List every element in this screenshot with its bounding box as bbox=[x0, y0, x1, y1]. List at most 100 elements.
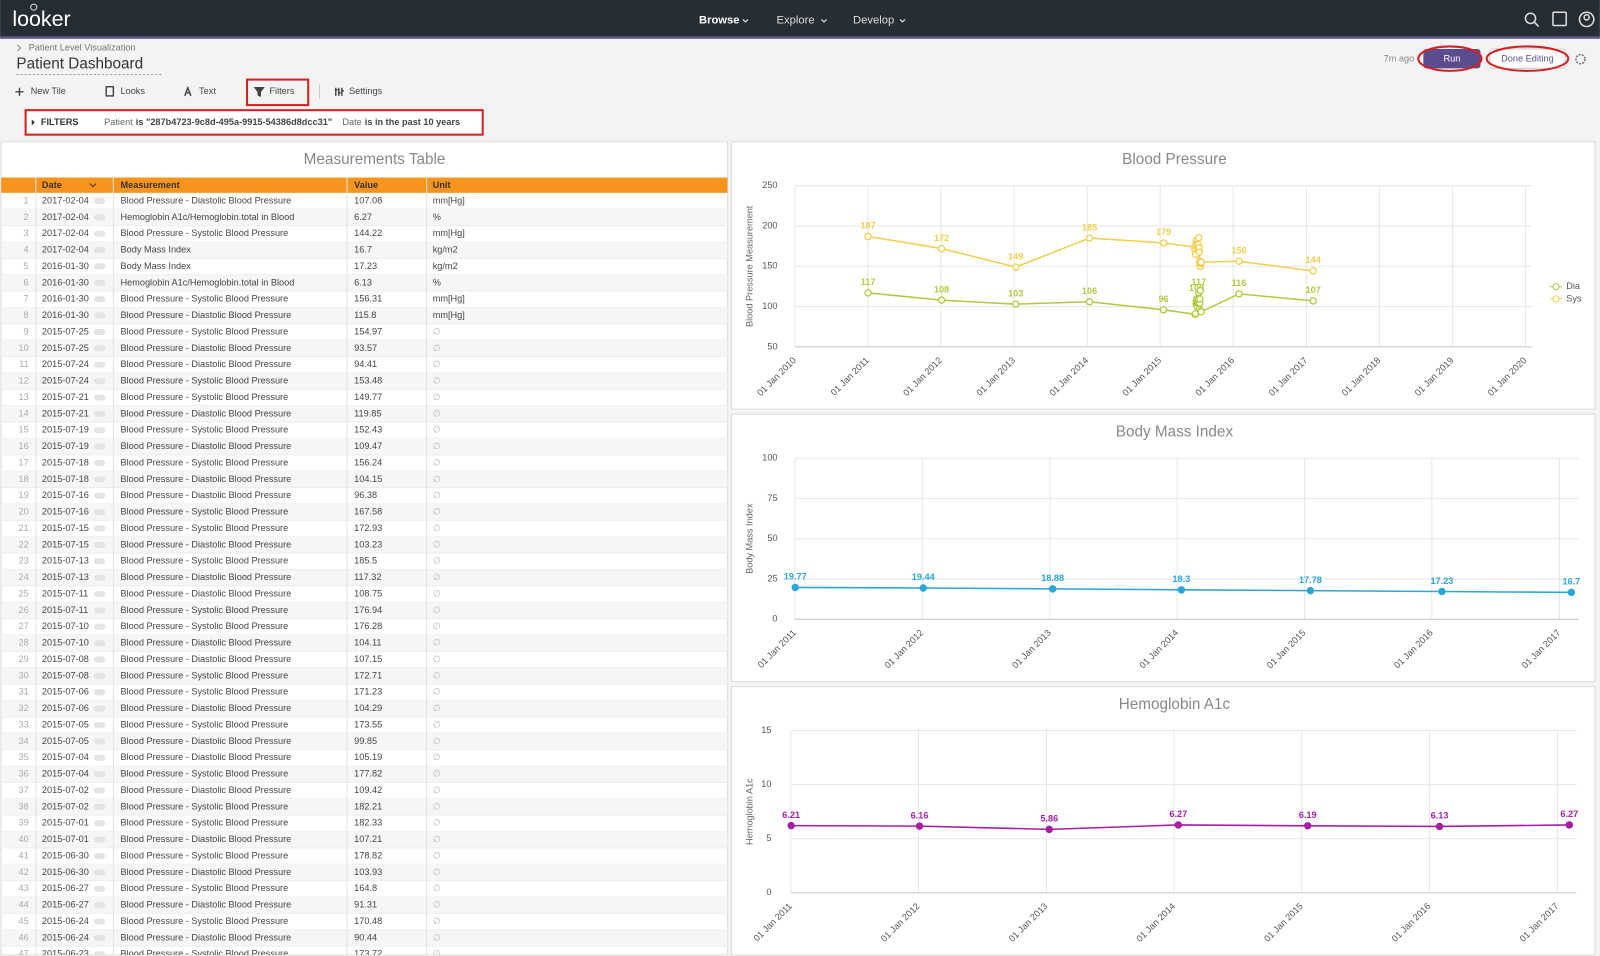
data-point[interactable] bbox=[937, 244, 946, 253]
cell-menu[interactable] bbox=[93, 509, 106, 516]
toolbar-item[interactable]: Filters bbox=[269, 86, 294, 96]
cell-menu[interactable] bbox=[93, 296, 106, 303]
data-point[interactable] bbox=[1174, 821, 1183, 829]
cell-menu[interactable] bbox=[93, 852, 106, 860]
cell-menu[interactable] bbox=[93, 656, 106, 663]
cell-menu[interactable] bbox=[93, 525, 106, 532]
filter-bar[interactable] bbox=[24, 109, 484, 136]
data-point[interactable] bbox=[1085, 298, 1094, 306]
cell-menu[interactable] bbox=[93, 607, 106, 614]
data-point[interactable] bbox=[1159, 239, 1168, 247]
done-label[interactable]: Done Editing bbox=[1501, 54, 1554, 64]
cell-menu[interactable] bbox=[93, 230, 106, 237]
nav-item[interactable]: Explore bbox=[777, 14, 815, 26]
data-point[interactable] bbox=[1159, 306, 1168, 314]
filters-label[interactable]: FILTERS bbox=[41, 117, 79, 127]
data-point[interactable] bbox=[1012, 263, 1020, 271]
column-header[interactable]: Measurement bbox=[120, 180, 179, 190]
cell-menu[interactable] bbox=[93, 263, 106, 270]
cell-menu[interactable] bbox=[93, 902, 106, 909]
data-point[interactable] bbox=[919, 584, 927, 592]
data-point[interactable] bbox=[937, 296, 946, 304]
data-point[interactable] bbox=[1235, 257, 1243, 265]
cell-menu[interactable] bbox=[93, 623, 106, 630]
cell-menu[interactable] bbox=[93, 394, 106, 401]
toolbar-item[interactable]: Looks bbox=[120, 86, 145, 96]
run-button[interactable] bbox=[1423, 48, 1481, 69]
run-label[interactable]: Run bbox=[1444, 54, 1461, 64]
gear-icon[interactable] bbox=[1575, 53, 1586, 65]
data-point[interactable] bbox=[1197, 308, 1205, 316]
cell-menu[interactable] bbox=[93, 640, 106, 647]
cell-menu[interactable] bbox=[93, 197, 106, 205]
cell-menu[interactable] bbox=[93, 705, 106, 712]
cell-menu[interactable] bbox=[93, 459, 106, 467]
data-point[interactable] bbox=[1177, 586, 1186, 594]
cell-menu[interactable] bbox=[93, 820, 106, 827]
legend-label[interactable]: Sys bbox=[1566, 293, 1582, 303]
data-point[interactable] bbox=[1303, 822, 1312, 830]
data-point[interactable] bbox=[1565, 821, 1574, 829]
cell-menu[interactable] bbox=[93, 951, 106, 956]
cell-menu[interactable] bbox=[93, 427, 106, 434]
cell-menu[interactable] bbox=[93, 885, 106, 892]
cell-menu[interactable] bbox=[93, 771, 106, 778]
cell-menu[interactable] bbox=[93, 869, 106, 876]
cell-menu[interactable] bbox=[93, 787, 106, 794]
data-point[interactable] bbox=[1567, 588, 1576, 597]
data-point[interactable] bbox=[1309, 267, 1317, 275]
cell-menu[interactable] bbox=[93, 476, 106, 483]
data-point[interactable] bbox=[1306, 586, 1315, 595]
cell-menu[interactable] bbox=[93, 558, 106, 565]
cell-menu[interactable] bbox=[93, 443, 106, 450]
filter-condition[interactable]: is "287b4723-9c8d-495a-9915-54386d8dcc31… bbox=[136, 117, 332, 127]
column-header[interactable]: Date bbox=[42, 180, 62, 190]
data-point[interactable] bbox=[1045, 825, 1053, 834]
cell-menu[interactable] bbox=[93, 934, 106, 941]
data-point[interactable] bbox=[1235, 290, 1243, 298]
cell-menu[interactable] bbox=[93, 721, 106, 729]
data-point[interactable] bbox=[1195, 233, 1203, 242]
nav-item[interactable]: Develop bbox=[853, 14, 894, 26]
column-header[interactable]: Value bbox=[354, 180, 378, 190]
cell-menu[interactable] bbox=[93, 312, 106, 319]
cell-menu[interactable] bbox=[93, 574, 106, 581]
data-point[interactable] bbox=[915, 822, 924, 830]
filter-field[interactable]: Patient bbox=[104, 117, 133, 127]
filter-field[interactable]: Date bbox=[342, 117, 361, 127]
cell-menu[interactable] bbox=[93, 541, 106, 548]
cell-menu[interactable] bbox=[93, 918, 106, 925]
cell-menu[interactable] bbox=[93, 492, 106, 499]
data-point[interactable] bbox=[1012, 300, 1020, 308]
data-point[interactable] bbox=[1195, 248, 1204, 256]
dashboard-title[interactable]: Patient Dashboard bbox=[16, 55, 143, 72]
cell-menu[interactable] bbox=[93, 738, 106, 745]
cell-menu[interactable] bbox=[93, 328, 106, 336]
data-point[interactable] bbox=[1435, 822, 1444, 831]
legend-label[interactable]: Dia bbox=[1566, 281, 1581, 291]
data-point[interactable] bbox=[1197, 258, 1205, 267]
cell-menu[interactable] bbox=[93, 590, 106, 598]
data-point[interactable] bbox=[1438, 587, 1446, 596]
cell-menu[interactable] bbox=[93, 378, 106, 385]
cell-menu[interactable] bbox=[93, 689, 106, 696]
breadcrumb[interactable]: Patient Level Visualization bbox=[29, 42, 136, 52]
toolbar-item[interactable]: New Tile bbox=[31, 86, 66, 96]
cell-menu[interactable] bbox=[93, 803, 106, 810]
toolbar-item[interactable]: Settings bbox=[349, 86, 383, 96]
cell-menu[interactable] bbox=[93, 672, 106, 679]
cell-menu[interactable] bbox=[93, 279, 106, 286]
data-point[interactable] bbox=[864, 289, 872, 297]
data-point[interactable] bbox=[787, 821, 795, 830]
cell-menu[interactable] bbox=[93, 247, 106, 254]
data-point[interactable] bbox=[1196, 286, 1205, 295]
nav-item[interactable]: Browse bbox=[699, 14, 740, 26]
data-point[interactable] bbox=[864, 232, 872, 241]
data-point[interactable] bbox=[1085, 234, 1094, 242]
data-point[interactable] bbox=[1309, 297, 1317, 305]
data-point[interactable] bbox=[1048, 585, 1057, 593]
data-point[interactable] bbox=[1196, 295, 1204, 303]
cell-menu[interactable] bbox=[93, 361, 106, 368]
data-point[interactable] bbox=[791, 583, 799, 592]
cell-menu[interactable] bbox=[93, 214, 106, 221]
